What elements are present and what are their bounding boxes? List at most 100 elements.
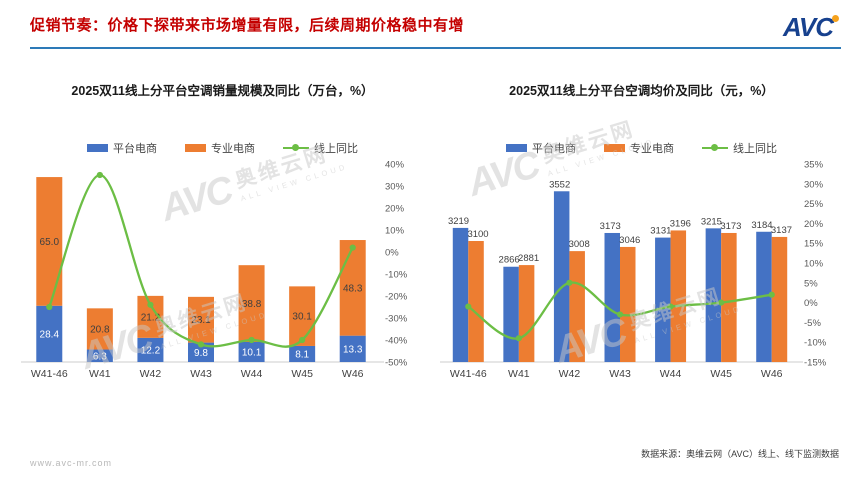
avc-logo-text: AVC [783, 12, 834, 42]
right-axis-tick: 0% [804, 298, 818, 309]
professional-bar [670, 230, 687, 362]
platform-bar [137, 337, 164, 362]
bar-value-label: 3100 [467, 229, 488, 240]
platform-bar [36, 305, 63, 362]
bar-value-label: 21.2 [141, 312, 161, 323]
platform-bar [339, 335, 366, 362]
yoy-point [197, 341, 205, 348]
right-axis-tick: 20% [385, 204, 405, 215]
bar-value-label: 3173 [600, 221, 621, 232]
x-axis-label: W41 [508, 368, 530, 380]
chart-title: 2025双11线上分平台空调均价及同比（元，%） [509, 84, 774, 98]
x-axis-label: W41-46 [31, 368, 68, 380]
bar-value-label: 8.1 [295, 349, 309, 360]
yoy-point [96, 171, 103, 179]
bar-value-label: 3552 [549, 179, 570, 190]
professional-bar [468, 241, 484, 362]
professional-swatch-icon [604, 144, 625, 152]
professional-bar [518, 265, 535, 362]
platform-swatch-icon [87, 144, 108, 152]
right-axis-tick: 20% [804, 219, 824, 230]
yoy-dot-icon [711, 144, 718, 152]
right-axis-tick: 35% [804, 160, 824, 171]
yoy-point [667, 303, 674, 310]
bar-value-label: 3131 [650, 226, 671, 237]
right-axis-tick: -40% [385, 336, 408, 347]
yoy-point [768, 291, 775, 298]
header: 促销节奏：价格下探带来市场增量有限，后续周期价格稳中有增 AVC [0, 0, 865, 40]
platform-bar [705, 228, 722, 362]
professional-bar [339, 240, 366, 336]
professional-bar [188, 296, 214, 343]
legend-item-professional: 专业电商 [604, 140, 674, 156]
bar-value-label: 28.4 [40, 329, 60, 340]
bar-value-label: 2866 [499, 255, 520, 266]
x-axis-label: W42 [140, 368, 162, 380]
bar-value-label: 13.3 [343, 344, 363, 355]
legend-label: 专业电商 [630, 143, 674, 155]
bar-value-label: 10.1 [242, 348, 262, 359]
right-axis-tick: 40% [385, 160, 405, 171]
page-title: 促销节奏：价格下探带来市场增量有限，后续周期价格稳中有增 [30, 17, 465, 34]
bar-value-label: 3046 [619, 235, 640, 246]
professional-bar [86, 308, 113, 350]
right-axis-tick: -30% [385, 314, 408, 325]
right-axis-tick: -5% [804, 318, 821, 329]
website-note: www.avc-mr.com [30, 458, 113, 468]
legend-item-yoy: 线上同比 [283, 140, 358, 156]
yoy-point [349, 244, 356, 251]
data-source-note: 数据来源：奥维云网（AVC）线上、线下监测数据 [641, 449, 839, 459]
legend-label: 线上同比 [733, 143, 777, 155]
legend-label: 专业电商 [211, 143, 255, 155]
right-axis-tick: -10% [804, 338, 827, 349]
platform-bar [553, 191, 570, 362]
x-axis-label: W46 [342, 368, 364, 380]
legend: 平台电商 专业电商 线上同比 [437, 140, 846, 156]
platform-bar [604, 232, 620, 362]
yoy-point [718, 299, 725, 306]
chart-title: 2025双11线上分平台空调销量规模及同比（万台，%） [71, 84, 374, 98]
x-axis-label: W42 [559, 368, 581, 380]
x-axis-label: W41 [89, 368, 111, 380]
professional-bar [569, 251, 585, 362]
bar-value-label: 30.1 [292, 312, 312, 323]
yoy-point [515, 335, 522, 342]
yoy-point [566, 279, 573, 286]
right-axis-tick: 30% [804, 179, 824, 190]
bar-value-label: 9.8 [194, 348, 208, 359]
legend-label: 线上同比 [314, 143, 358, 155]
bar-value-label: 38.8 [242, 299, 262, 310]
bar-value-label: 2881 [518, 253, 539, 264]
bar-value-label: 12.2 [141, 345, 161, 356]
x-axis-label: W45 [291, 368, 313, 380]
platform-swatch-icon [506, 144, 527, 152]
yoy-point [465, 303, 472, 310]
platform-bar [86, 349, 113, 362]
platform-bar [503, 266, 519, 362]
bar-value-label: 3173 [720, 221, 741, 232]
platform-bar [452, 227, 469, 362]
right-axis-tick: 0% [385, 248, 399, 259]
professional-swatch-icon [185, 144, 206, 152]
right-axis-tick: 5% [804, 278, 818, 289]
yoy-point [46, 303, 53, 311]
professional-bar [620, 246, 636, 362]
legend-label: 平台电商 [113, 143, 157, 155]
x-axis-label: W43 [190, 368, 212, 380]
yoy-point [299, 336, 306, 344]
right-axis-tick: -15% [804, 358, 827, 369]
right-axis-tick: 10% [804, 259, 824, 270]
yoy-point [616, 311, 624, 318]
platform-bar [655, 237, 671, 362]
charts-row: 2025双11线上分平台空调销量规模及同比（万台，%） 平台电商 专业电商 线上… [0, 83, 865, 396]
yoy-line-swatch-icon [283, 144, 309, 152]
average-price-chart-canvas: 35% 30% 25% 20% 15% 10% 5% 0% -5% -10% -15% 3219 310… [440, 160, 827, 380]
x-axis-label: W43 [609, 368, 631, 380]
yoy-line-swatch-icon [702, 144, 728, 152]
bar-value-label: 65.0 [40, 237, 60, 248]
legend-item-professional: 专业电商 [185, 140, 255, 156]
professional-bar [238, 265, 265, 343]
legend-label: 平台电商 [532, 143, 576, 155]
x-axis-label: W44 [241, 368, 263, 380]
